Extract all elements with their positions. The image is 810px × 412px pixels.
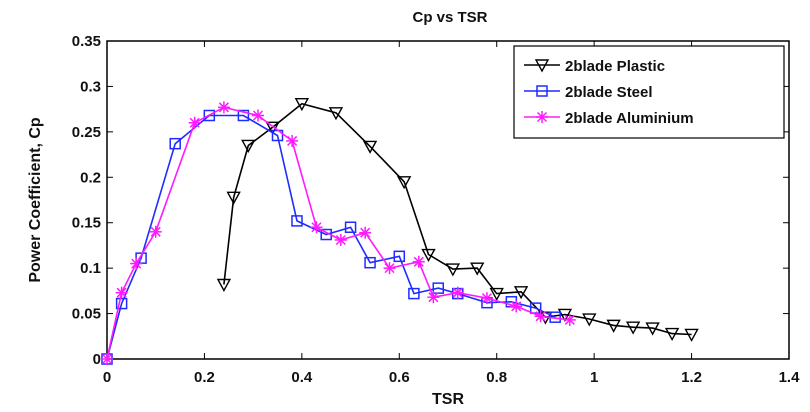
data-point [310,221,323,234]
legend: 2blade Plastic 2blade Steel 2blade Alumini… [513,45,785,139]
data-point [480,292,493,305]
data-point [237,109,250,122]
y-tick-label: 0.05 [72,306,101,323]
x-tick-label: 0.8 [486,369,507,386]
data-point [445,263,461,277]
x-tick-label: 0.4 [291,369,313,386]
data-point [169,137,181,150]
x-tick-label: 1.4 [779,369,801,386]
data-point [684,328,699,342]
data-point [359,226,372,239]
data-point [421,248,436,262]
x-axis-label: TSR [432,391,464,408]
legend-marker [536,85,548,97]
data-point [241,139,256,153]
data-point [510,300,523,313]
series-line [223,102,692,336]
x-tick-label: 0 [103,369,111,386]
data-point [226,191,241,205]
data-point [557,308,573,322]
data-point [115,286,128,299]
y-tick-label: 0.25 [72,124,101,141]
data-point [328,107,344,121]
data-point [383,262,396,275]
legend-label: 2blade Aluminium [565,110,694,127]
data-point [130,257,143,270]
x-tick-label: 0.2 [194,369,215,386]
series-layer [101,97,699,365]
data-point [664,327,680,342]
data-point [364,256,376,269]
plot-area-frame [106,40,790,360]
data-point [203,109,216,122]
series-line [106,106,570,360]
data-point [513,286,529,300]
legend-label: 2blade Steel [565,84,653,101]
x-axis: 0 0.2 0.4 0.6 0.8 1 1.2 1.4 [103,41,800,386]
data-point [216,278,232,292]
data-point [334,233,347,246]
legend-marker [534,59,550,73]
data-point [606,319,621,333]
data-point [188,116,201,129]
data-point [625,321,641,335]
y-axis: 0 0.05 0.1 0.15 0.2 0.25 0.3 0.35 [72,33,789,368]
data-point [252,109,265,122]
data-point [529,302,542,314]
data-point [149,225,162,238]
y-tick-label: 0.3 [80,78,101,95]
y-tick-label: 0.35 [72,33,101,50]
data-point [286,134,299,147]
y-tick-label: 0 [93,351,101,368]
data-point [294,97,310,112]
series-2 [101,101,576,365]
data-point [217,101,230,114]
data-point [393,250,406,263]
data-point [451,286,464,299]
data-point [563,313,576,326]
x-tick-label: 0.6 [389,369,410,386]
series-1 [101,109,561,365]
data-point [534,310,547,323]
x-tick-label: 1.2 [681,369,702,386]
data-point [427,291,440,304]
data-point [470,262,485,276]
data-point [291,215,303,227]
data-point [408,287,420,300]
legend-box [513,45,785,139]
data-point [412,255,425,268]
data-point [344,221,357,234]
y-tick-label: 0.1 [80,260,101,277]
x-tick-label: 1 [590,369,598,386]
data-point [489,287,504,302]
y-tick-label: 0.2 [80,169,101,186]
data-point [582,313,597,327]
chart-title: Cp vs TSR [412,9,487,26]
data-point [645,322,660,336]
data-point [396,176,412,190]
y-axis-label: Power Coefficient, Cp [27,117,44,283]
data-point [101,353,113,365]
data-point [362,140,378,154]
legend-marker [536,111,548,123]
legend-label: 2blade Plastic [565,58,665,75]
y-tick-label: 0.15 [72,215,101,232]
